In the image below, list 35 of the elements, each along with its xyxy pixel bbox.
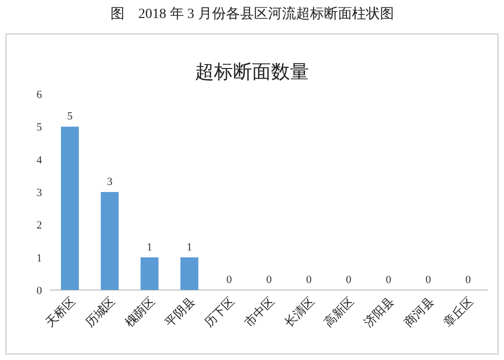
data-label: 1 xyxy=(146,241,152,254)
bar xyxy=(180,257,198,290)
x-tick-label: 章丘区 xyxy=(440,294,476,330)
chart-title: 超标断面数量 xyxy=(195,62,309,83)
bar xyxy=(140,257,159,290)
x-tick-label: 历下区 xyxy=(202,294,238,330)
data-label: 3 xyxy=(106,176,113,188)
data-label: 0 xyxy=(386,274,392,286)
x-tick-label: 槐荫区 xyxy=(122,294,158,330)
data-label: 0 xyxy=(426,274,432,286)
y-tick-label: 1 xyxy=(36,252,42,264)
x-tick-label: 天桥区 xyxy=(42,294,78,330)
caption: 图 2018 年 3 月份各县区河流超标断面柱状图 xyxy=(110,6,394,22)
x-tick-label: 历城区 xyxy=(82,294,118,330)
y-tick-label: 3 xyxy=(36,187,42,199)
y-tick-label: 6 xyxy=(36,89,42,101)
x-tick-label: 长清区 xyxy=(282,294,317,330)
y-tick-label: 4 xyxy=(36,154,42,166)
data-label: 5 xyxy=(67,110,74,123)
x-tick-label: 市中区 xyxy=(242,294,278,330)
bar xyxy=(60,126,79,290)
data-label: 1 xyxy=(186,241,192,254)
data-label: 0 xyxy=(346,274,352,286)
y-tick-label: 0 xyxy=(36,285,42,297)
x-tick-label: 平阴县 xyxy=(162,294,198,330)
y-tick-label: 5 xyxy=(36,122,42,134)
y-tick-label: 2 xyxy=(36,220,42,232)
data-label: 0 xyxy=(465,274,472,286)
bar xyxy=(100,192,119,290)
data-label: 0 xyxy=(266,274,272,286)
x-tick-label: 高新区 xyxy=(321,294,357,330)
data-label: 0 xyxy=(306,274,312,286)
x-tick-label: 济阳县 xyxy=(361,294,397,330)
x-tick-label: 商河县 xyxy=(401,294,436,330)
data-label: 0 xyxy=(226,274,232,286)
